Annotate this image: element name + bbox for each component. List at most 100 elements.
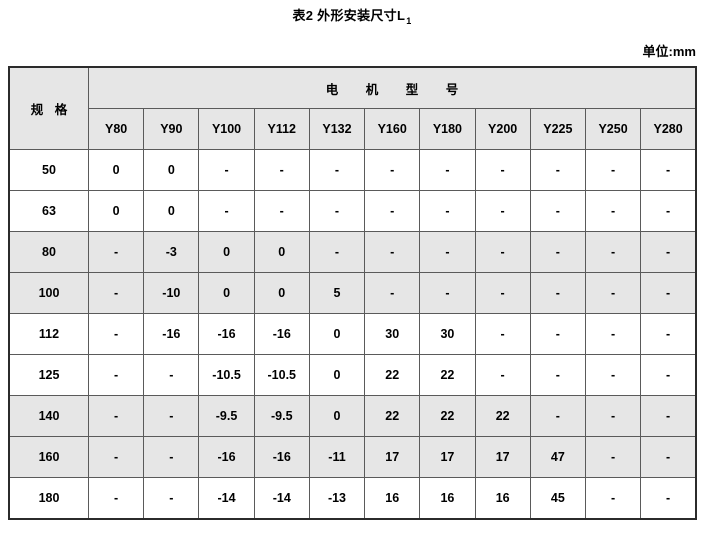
- table-cell: -: [529, 313, 586, 355]
- table-row: 63 0 0- - - - - - - - -: [8, 190, 697, 232]
- empty-value-dash: -: [169, 450, 174, 464]
- table-cell: 0: [198, 231, 255, 273]
- empty-value-dash: -: [279, 204, 284, 218]
- table-cell: -: [419, 272, 476, 314]
- table-header: 规 格 电 机 型 号 Y80 Y90 Y100 Y112 Y132 Y160 Y180 Y2…: [8, 66, 697, 150]
- table-cell: 22: [474, 395, 531, 437]
- empty-value-dash: -: [610, 163, 616, 177]
- empty-value-dash: -: [555, 163, 560, 177]
- empty-value-dash: -: [169, 368, 174, 382]
- table-cell: -: [87, 354, 145, 396]
- empty-value-dash: -: [610, 450, 616, 464]
- header-model-y200: Y200: [474, 108, 531, 150]
- empty-value-dash: -: [666, 286, 671, 300]
- table-cell: 16: [364, 477, 421, 520]
- header-model-y250: Y250: [584, 108, 642, 150]
- table-cell: -: [474, 313, 531, 355]
- empty-value-dash: -: [500, 245, 505, 259]
- table-cell: -: [474, 149, 531, 191]
- table-cell: -3: [143, 231, 200, 273]
- table-cell: 5: [308, 272, 366, 314]
- empty-value-dash: -: [610, 286, 616, 300]
- table-body: 50 0 0- - - - - - - - -63 0 0- - - - - - - - -80- -3 0 0- - - - - - -…: [8, 149, 697, 520]
- header-model-y225: Y225: [529, 108, 586, 150]
- table-cell: -: [143, 436, 200, 478]
- header-model-y112: Y112: [253, 108, 310, 150]
- table-header-row-group: 规 格 电 机 型 号: [8, 66, 697, 150]
- spec-table: 规 格 电 机 型 号 Y80 Y90 Y100 Y112 Y132 Y160 Y180 Y2…: [8, 66, 697, 520]
- empty-value-dash: -: [390, 286, 395, 300]
- table-cell: -: [474, 354, 531, 396]
- table-cell: -: [87, 477, 145, 520]
- table-cell: 22: [419, 395, 476, 437]
- table-row: 112- -16 -16 -16 0 30 30- - - -: [8, 313, 697, 355]
- empty-value-dash: -: [334, 163, 340, 177]
- table-cell: -13: [308, 477, 366, 520]
- header-model-y160: Y160: [364, 108, 421, 150]
- empty-value-dash: -: [500, 368, 505, 382]
- empty-value-dash: -: [666, 491, 671, 505]
- page-title-subscript: 1: [406, 15, 412, 26]
- empty-value-dash: -: [555, 368, 560, 382]
- row-spec-value: 140: [8, 395, 89, 437]
- table-cell: -16: [253, 313, 310, 355]
- empty-value-dash: -: [445, 163, 450, 177]
- empty-value-dash: -: [666, 368, 671, 382]
- table-cell: -: [419, 149, 476, 191]
- empty-value-dash: -: [224, 163, 229, 177]
- row-spec-value: 80: [8, 231, 89, 273]
- table-cell: -14: [253, 477, 310, 520]
- table-cell: -10.5: [198, 354, 255, 396]
- table-cell: -: [474, 190, 531, 232]
- table-cell: -: [640, 395, 697, 437]
- table-cell: 22: [364, 354, 421, 396]
- row-spec-value: 125: [8, 354, 89, 396]
- page-title: 表2 外形安装尺寸L1: [0, 5, 704, 26]
- table-cell: 0: [308, 354, 366, 396]
- table-cell: -: [419, 190, 476, 232]
- table-cell: 0: [253, 231, 310, 273]
- row-spec-value: 50: [8, 149, 89, 191]
- table-cell: -: [474, 231, 531, 273]
- empty-value-dash: -: [334, 245, 340, 259]
- empty-value-dash: -: [169, 491, 174, 505]
- table-cell: -: [584, 190, 642, 232]
- empty-value-dash: -: [610, 204, 616, 218]
- table-cell: -: [529, 354, 586, 396]
- table-cell: -: [419, 231, 476, 273]
- table-cell: -: [87, 313, 145, 355]
- table-cell: -: [87, 231, 145, 273]
- table-cell: 17: [419, 436, 476, 478]
- table-cell: 0: [308, 313, 366, 355]
- table-cell: -9.5: [198, 395, 255, 437]
- unit-note: 单位:mm: [642, 44, 696, 59]
- empty-value-dash: -: [555, 286, 560, 300]
- empty-value-dash: -: [114, 368, 119, 382]
- table-cell: -: [584, 231, 642, 273]
- table-cell: -: [143, 477, 200, 520]
- empty-value-dash: -: [500, 163, 505, 177]
- table-cell: -: [584, 313, 642, 355]
- table-cell: -: [87, 395, 145, 437]
- empty-value-dash: -: [610, 409, 616, 423]
- table-cell: 0: [87, 190, 145, 232]
- spec-table-container: 规 格 电 机 型 号 Y80 Y90 Y100 Y112 Y132 Y160 Y180 Y2…: [8, 66, 697, 520]
- table-row: 125- - -10.5 -10.5 0 22 22- - - -: [8, 354, 697, 396]
- table-cell: 0: [143, 190, 200, 232]
- table-cell: -: [364, 149, 421, 191]
- empty-value-dash: -: [610, 368, 616, 382]
- table-cell: 16: [419, 477, 476, 520]
- empty-value-dash: -: [610, 491, 616, 505]
- table-cell: 17: [474, 436, 531, 478]
- empty-value-dash: -: [500, 204, 505, 218]
- header-model-y280: Y280: [640, 108, 697, 150]
- empty-value-dash: -: [224, 204, 229, 218]
- table-cell: -: [308, 149, 366, 191]
- header-model-y132: Y132: [308, 108, 366, 150]
- table-cell: -: [529, 231, 586, 273]
- table-cell: -: [364, 272, 421, 314]
- table-cell: -16: [143, 313, 200, 355]
- table-cell: -10: [143, 272, 200, 314]
- table-cell: -: [640, 313, 697, 355]
- table-cell: -: [529, 272, 586, 314]
